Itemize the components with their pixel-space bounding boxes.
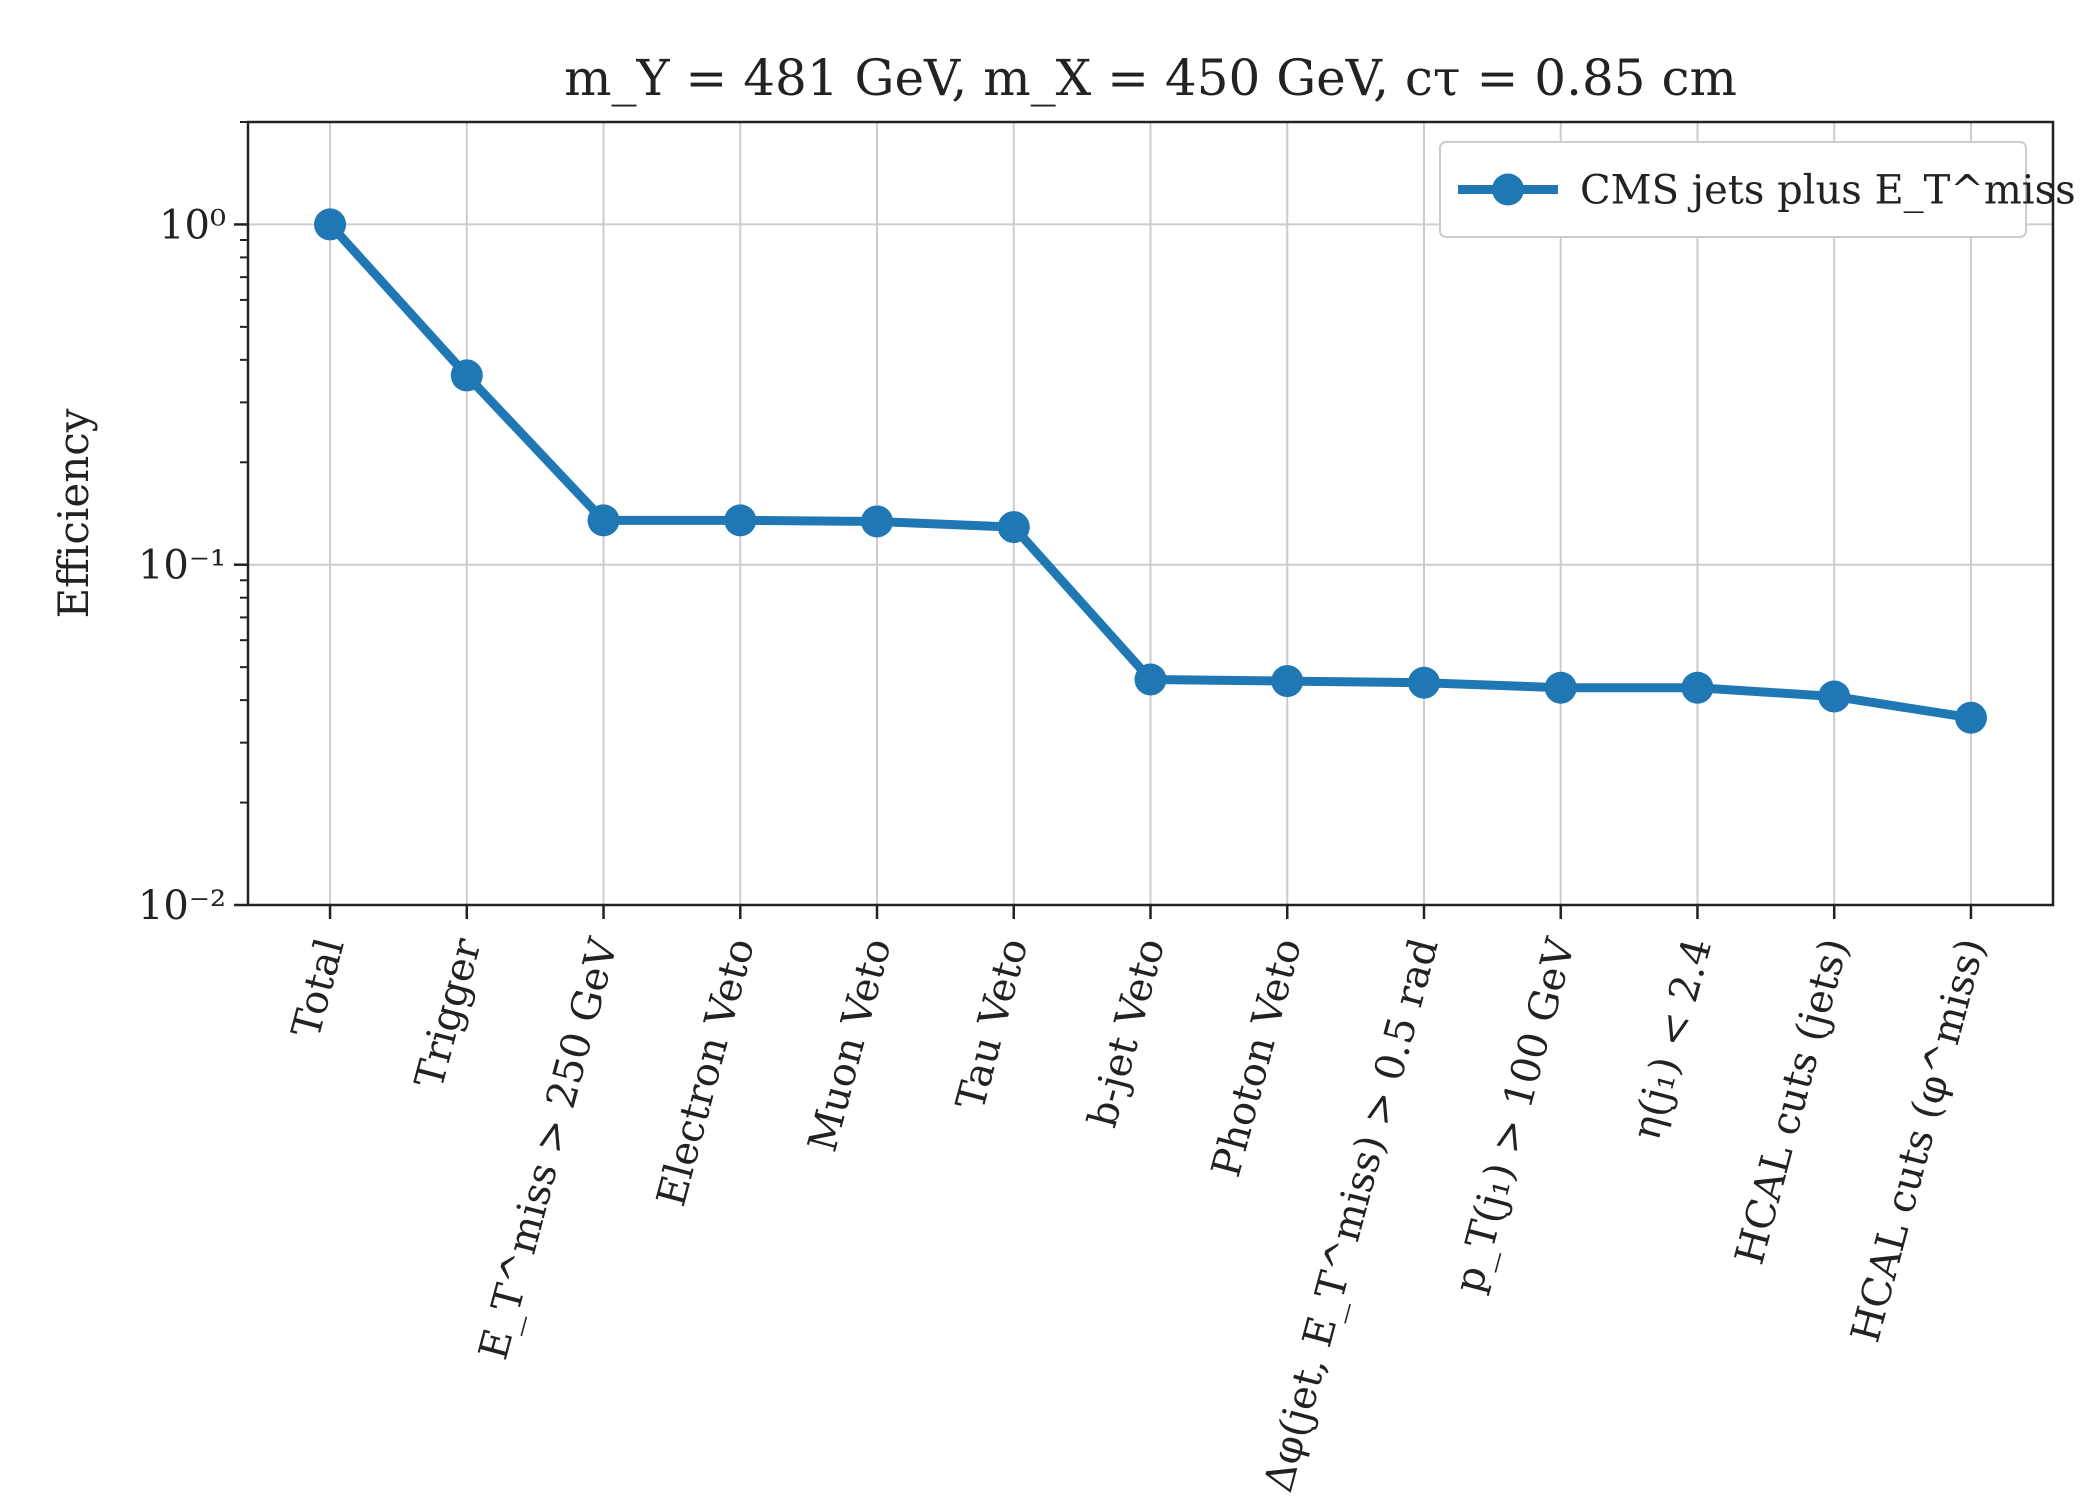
data-point xyxy=(1134,663,1167,696)
x-tick-label: HCAL cuts (φ^miss) xyxy=(1843,934,1995,1347)
data-point xyxy=(314,208,347,241)
data-point xyxy=(450,359,483,392)
data-point xyxy=(1544,671,1577,704)
chart-title: m_Y = 481 GeV, m_X = 450 GeV, cτ = 0.85 … xyxy=(564,49,1737,107)
legend: CMS jets plus E_T^miss xyxy=(1439,141,2076,238)
x-tick-label: Total xyxy=(283,934,353,1043)
data-point xyxy=(1271,665,1304,698)
data-point xyxy=(724,504,757,537)
data-point xyxy=(997,511,1030,544)
x-tick-label: Muon Veto xyxy=(800,934,901,1157)
data-point xyxy=(1954,701,1987,734)
legend-label: CMS jets plus E_T^miss xyxy=(1580,168,2076,214)
y-axis-label: Efficiency xyxy=(49,408,98,618)
x-tick-label: p_T(j₁) > 100 GeV xyxy=(1446,933,1585,1298)
legend-marker-swatch xyxy=(1492,173,1524,206)
x-tick-label: Electron Veto xyxy=(648,934,764,1211)
x-tick-label: Tau Veto xyxy=(948,934,1038,1115)
x-tick-label: b-jet Veto xyxy=(1080,934,1174,1132)
data-point xyxy=(861,505,894,538)
data-point xyxy=(1407,666,1440,699)
data-point xyxy=(1681,671,1714,704)
data-point xyxy=(1818,680,1851,713)
y-tick-label: 10⁰ xyxy=(159,202,226,248)
x-tick-label: HCAL cuts (jets) xyxy=(1727,934,1858,1270)
x-tick-label: Photon Veto xyxy=(1203,934,1311,1182)
y-tick-label: 10⁻² xyxy=(138,883,226,929)
data-point xyxy=(587,504,620,537)
legend-box xyxy=(1439,141,2027,238)
x-tick-label: E_T^miss > 250 GeV xyxy=(471,933,628,1365)
x-tick-label: Trigger xyxy=(407,933,491,1093)
x-tick-label: η(j₁) < 2.4 xyxy=(1623,934,1721,1145)
y-tick-label: 10⁻¹ xyxy=(138,543,226,589)
series-layer xyxy=(314,208,1987,734)
grid-layer xyxy=(248,122,2053,905)
